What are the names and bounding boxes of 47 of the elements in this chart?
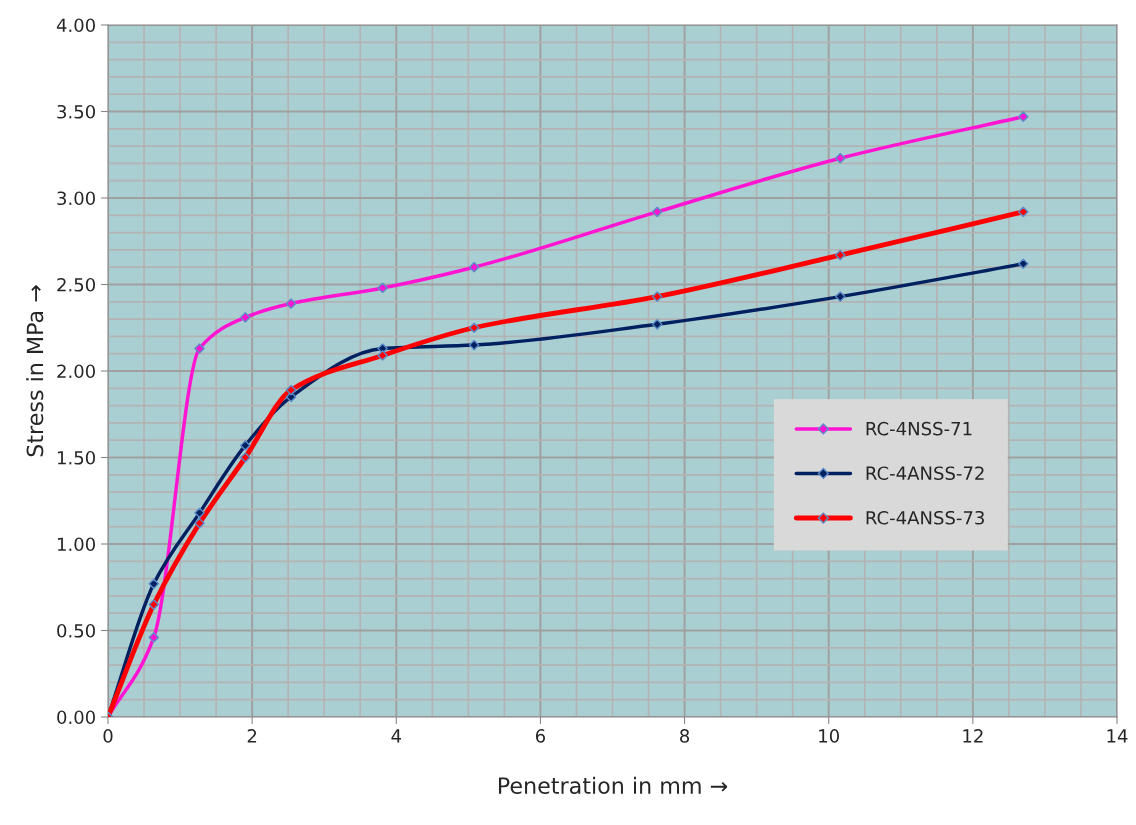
y-tick-label: 1.50	[57, 450, 95, 465]
point	[468, 339, 480, 351]
point	[148, 578, 160, 590]
point	[651, 206, 663, 218]
point	[239, 312, 251, 323]
point	[377, 282, 388, 294]
point	[194, 343, 205, 354]
y-tick-label: 3.50	[57, 104, 95, 119]
point	[1018, 206, 1029, 218]
x-axis-title: Penetration in mm →	[498, 776, 728, 795]
point	[148, 632, 160, 643]
x-tick-label: 12	[963, 729, 983, 743]
point	[285, 298, 297, 309]
point	[377, 350, 388, 361]
point	[194, 517, 205, 529]
legend-label: RC-4NSS-71	[866, 421, 972, 436]
x-tick-label: 6	[535, 729, 546, 743]
x-tick-label: 8	[680, 729, 690, 743]
point	[651, 318, 663, 330]
x-tick-label: 4	[391, 729, 402, 743]
point	[239, 440, 251, 451]
legend-label: RC-4ANSS-73	[866, 510, 984, 525]
point	[239, 452, 251, 463]
x-tick-label: 10	[819, 729, 839, 743]
point	[194, 507, 205, 519]
y-tick-label: 0.00	[57, 710, 95, 725]
point	[651, 291, 663, 302]
point	[285, 384, 297, 396]
point	[468, 322, 480, 334]
point	[148, 599, 160, 610]
y-tick-label: 1.00	[57, 537, 95, 552]
y-tick-label: 0.50	[57, 623, 95, 638]
point	[834, 152, 846, 164]
point	[468, 261, 480, 273]
x-tick-label: 14	[1107, 729, 1128, 743]
x-tick-label: 2	[247, 729, 257, 743]
y-tick-label: 4.00	[56, 18, 95, 33]
y-tick-label: 3.00	[57, 191, 95, 206]
point	[1018, 111, 1029, 122]
x-tick-label: 0	[103, 729, 113, 743]
point	[834, 249, 846, 261]
point	[834, 291, 846, 302]
y-axis-title: Stress in MPa →	[26, 285, 44, 457]
y-tick-label: 2.00	[57, 364, 95, 379]
y-tick-label: 2.50	[57, 277, 95, 292]
legend-label: RC-4ANSS-72	[866, 466, 984, 481]
point	[1018, 258, 1029, 270]
